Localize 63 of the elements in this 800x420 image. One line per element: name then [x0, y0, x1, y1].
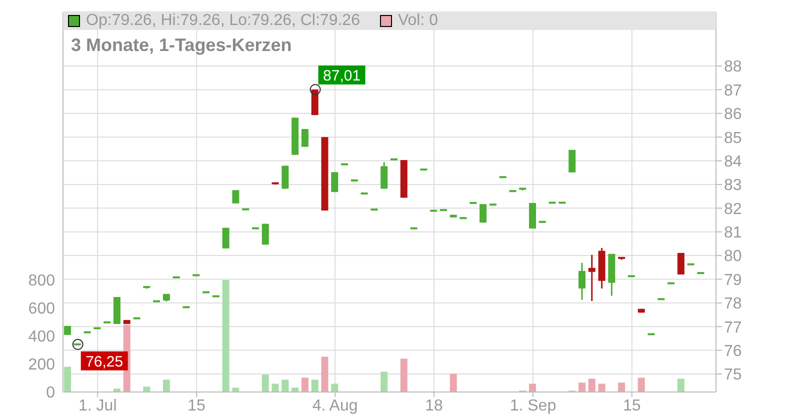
candlestick — [578, 262, 586, 301]
bar — [321, 356, 328, 392]
y-tick-label: 88 — [724, 58, 742, 76]
y-tick-label: 84 — [724, 153, 742, 170]
y2-tick-label: 800 — [28, 272, 56, 290]
y-tick-label: 87 — [724, 82, 742, 100]
y-tick-label: 77 — [724, 319, 742, 336]
bar — [64, 366, 71, 392]
legend-label: Op:79.26, Hi:79.26, Lo:79.26, Cl:79.26 — [86, 12, 360, 30]
bar — [677, 378, 684, 392]
bar — [282, 380, 289, 392]
bar — [331, 384, 338, 392]
bar — [598, 384, 606, 392]
candlestick — [232, 189, 240, 204]
y2-tick-label: 200 — [28, 356, 56, 374]
bar — [380, 372, 388, 392]
bar — [272, 384, 279, 392]
y2-tick-label: 600 — [28, 300, 56, 318]
bar — [222, 280, 230, 392]
x-tick-label: 1. Jul — [78, 397, 117, 414]
candlestick — [222, 227, 230, 250]
candlestick — [331, 171, 338, 193]
candlestick — [588, 254, 596, 302]
candlestick — [380, 161, 388, 190]
y-tick-label: 80 — [724, 248, 742, 266]
y-tick-label: 82 — [724, 200, 742, 218]
bar — [529, 384, 536, 392]
annotation: 76,25 — [86, 353, 124, 370]
bar — [578, 382, 586, 392]
y2-tick-label: 400 — [28, 328, 56, 346]
bar — [588, 378, 596, 392]
annotation: 87,01 — [323, 67, 361, 84]
y-tick-label: 79 — [724, 272, 742, 289]
candlestick — [677, 252, 684, 276]
x-tick-label: 1. Sep — [510, 397, 556, 414]
bar — [400, 358, 408, 392]
bar — [143, 386, 150, 392]
bar — [262, 374, 269, 392]
y-tick-label: 76 — [724, 342, 742, 360]
candlestick — [480, 203, 487, 224]
bar — [638, 378, 645, 392]
bar — [292, 388, 299, 392]
y-tick-label: 81 — [724, 224, 742, 242]
y-tick-label: 78 — [724, 296, 742, 313]
x-tick-label: 18 — [425, 397, 444, 414]
bar — [232, 388, 240, 392]
y-tick-label: 86 — [724, 106, 742, 124]
legend-label: Vol: 0 — [398, 12, 438, 30]
candlestick — [568, 149, 576, 174]
candlestick — [301, 128, 308, 148]
y-tick-label: 83 — [724, 177, 742, 194]
x-tick-label: 15 — [623, 397, 641, 414]
bar — [618, 382, 626, 392]
y-tick-label: 85 — [724, 130, 742, 147]
bar — [162, 380, 170, 392]
x-tick-label: 15 — [188, 397, 206, 414]
y2-tick-label: 0 — [46, 384, 56, 402]
x-tick-label: 4. Aug — [312, 397, 358, 414]
bar — [450, 374, 457, 392]
y-tick-label: 75 — [724, 366, 742, 384]
bar — [301, 378, 308, 392]
bar — [311, 380, 318, 392]
text: 3 Monate, 1-Tages-Kerzen — [71, 35, 292, 56]
